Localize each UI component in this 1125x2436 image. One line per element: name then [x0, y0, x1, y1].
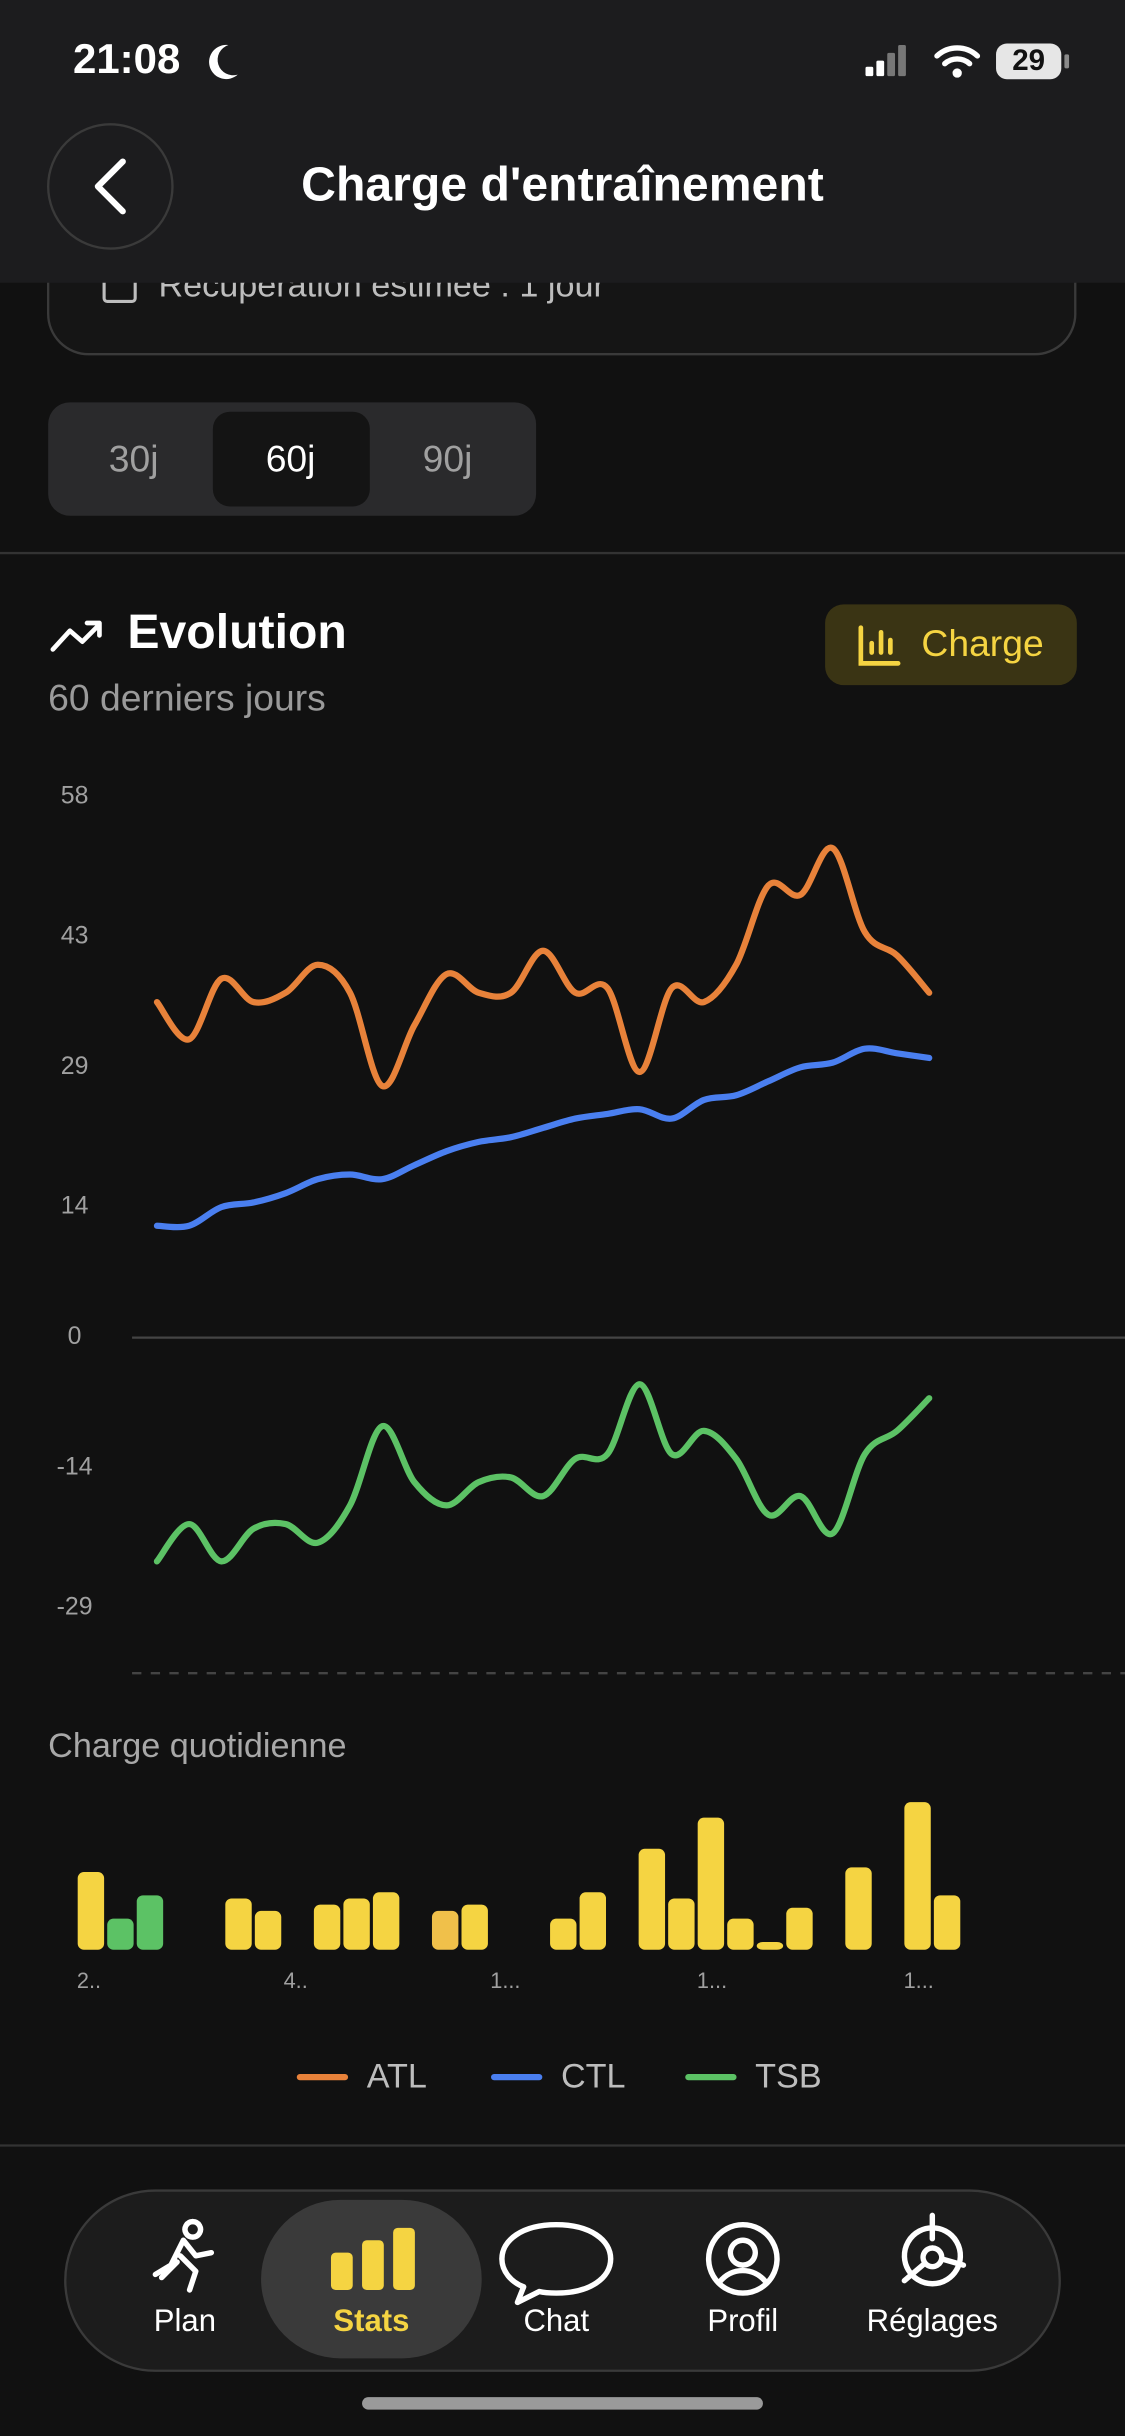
x-tick-label: 1... [904, 1968, 934, 1993]
bar [461, 1904, 488, 1950]
section-subtitle: 60 derniers jours [48, 677, 326, 719]
bar [579, 1892, 607, 1950]
bar-chart-icon [858, 625, 901, 666]
line-series [153, 844, 933, 1090]
wifi-icon [934, 45, 981, 67]
line-series [153, 1045, 933, 1231]
x-tick-label: 1... [697, 1968, 727, 1993]
bar [727, 1918, 754, 1950]
tab-icon [330, 2252, 353, 2290]
tab-label[interactable]: Plan [154, 2303, 216, 2338]
bar [254, 1910, 282, 1950]
bar [904, 1802, 931, 1950]
bar [638, 1848, 666, 1950]
section-title: Evolution [127, 605, 346, 659]
legend-label: TSB [755, 2058, 821, 2096]
header-title: Charge d'entraînement [301, 158, 824, 212]
tab-icon [901, 2212, 967, 2287]
battery-cap [1064, 54, 1070, 69]
home-indicator [362, 2397, 763, 2410]
bar [756, 1941, 784, 1950]
tab-icon [152, 2218, 215, 2293]
bar [933, 1895, 961, 1950]
tab-label[interactable]: Profil [707, 2303, 778, 2338]
y-tick-label: 29 [61, 1053, 89, 1080]
bar [107, 1918, 134, 1950]
bar [77, 1872, 105, 1950]
back-chevron [94, 158, 126, 215]
bar [343, 1898, 370, 1950]
tab-label[interactable]: Stats [333, 2303, 409, 2338]
tab-icon [705, 2221, 780, 2296]
y-tick-label: 58 [61, 783, 89, 810]
y-tick-label: 0 [68, 1323, 82, 1350]
bar [313, 1904, 341, 1950]
x-tick-label: 1... [490, 1968, 520, 1993]
period-tab[interactable]: 90j [423, 437, 473, 479]
legend-label: ATL [367, 2058, 427, 2096]
period-tab-selected[interactable] [212, 411, 370, 507]
y-tick-label: 14 [61, 1193, 89, 1220]
moon-icon [209, 44, 238, 80]
trend-icon [50, 620, 102, 652]
bar [225, 1898, 252, 1950]
bar-chart-title: Charge quotidienne [48, 1727, 346, 1765]
bar [697, 1817, 725, 1950]
tab-label[interactable]: Chat [523, 2303, 589, 2338]
tab-icon [362, 2240, 384, 2290]
wifi-dot [952, 68, 962, 78]
bar [136, 1895, 164, 1950]
status-time: 21:08 [73, 35, 180, 82]
line-series [153, 1381, 933, 1565]
bar [550, 1918, 577, 1950]
y-tick-label: -29 [57, 1594, 93, 1621]
tab-icon [499, 2221, 614, 2306]
bar [786, 1907, 813, 1950]
y-tick-label: 43 [61, 922, 89, 949]
bar [372, 1892, 400, 1950]
legend-label: CTL [561, 2058, 626, 2096]
header [0, 0, 1125, 283]
battery-level: 29 [1012, 44, 1045, 77]
period-tab[interactable]: 60j [266, 437, 316, 479]
bar [431, 1910, 459, 1950]
y-tick-label: -14 [57, 1454, 93, 1481]
period-tab[interactable]: 30j [109, 437, 159, 479]
bar [668, 1898, 695, 1950]
bar [845, 1867, 872, 1950]
battery-icon [996, 43, 1062, 80]
tab-bar [64, 2189, 1061, 2372]
charge-toggle-label: Charge [921, 622, 1043, 664]
x-tick-label: 4.. [284, 1968, 308, 1993]
signal-icon [865, 45, 906, 77]
tab-icon [393, 2227, 415, 2290]
tab-label[interactable]: Réglages [867, 2303, 998, 2338]
x-tick-label: 2.. [77, 1968, 101, 1993]
back-button[interactable] [47, 123, 174, 250]
